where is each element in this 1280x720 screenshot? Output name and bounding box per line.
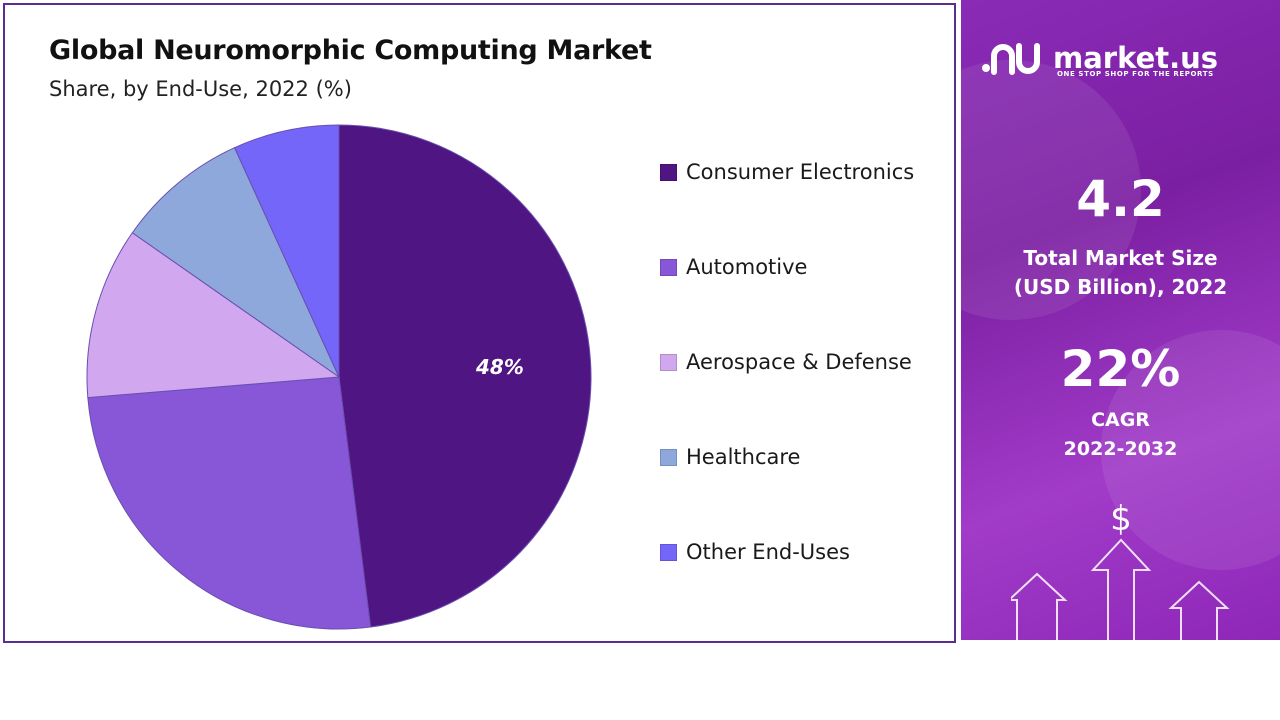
legend-item: Automotive <box>660 250 807 284</box>
growth-arrows-icon: $ <box>1011 499 1230 640</box>
pie-chart: 48% <box>86 124 592 630</box>
chart-card: Global Neuromorphic Computing Market Sha… <box>3 3 956 643</box>
market-us-logo: market.us <box>981 38 1218 78</box>
chart-title: Global Neuromorphic Computing Market <box>49 35 652 66</box>
background-decoration <box>1101 330 1280 570</box>
legend-swatch <box>660 353 677 371</box>
market-summary-panel: market.us ONE STOP SHOP FOR THE REPORTS … <box>961 0 1280 640</box>
dollar-icon: $ <box>1110 499 1132 539</box>
legend-swatch <box>660 163 677 181</box>
pie-slice-healthcare <box>131 146 341 379</box>
legend-label: Consumer Electronics <box>686 160 915 184</box>
legend-item: Consumer Electronics <box>660 155 914 189</box>
legend-label: Automotive <box>686 255 808 279</box>
logo-tagline: ONE STOP SHOP FOR THE REPORTS <box>1057 70 1214 78</box>
pie-slice-aerospace-defense <box>86 232 341 399</box>
legend-swatch <box>660 258 677 276</box>
pie-slice-automotive <box>87 376 372 630</box>
market-size-label-line1: Total Market Size <box>1023 246 1218 270</box>
pie-data-label: 48% <box>475 355 524 379</box>
cagr-label: CAGR <box>1091 409 1150 431</box>
legend-swatch <box>660 543 677 561</box>
legend-swatch <box>660 448 677 466</box>
legend-item: Other End-Uses <box>660 535 850 569</box>
pie-slice-consumer-electronics <box>338 124 592 628</box>
legend-label: Healthcare <box>686 445 801 469</box>
cagr-value: 22% <box>1060 340 1181 398</box>
cagr-period: 2022-2032 <box>1063 438 1178 460</box>
legend-item: Healthcare <box>660 440 800 474</box>
logo-mark-icon <box>982 43 1040 75</box>
market-size-label-line2: (USD Billion), 2022 <box>1013 275 1228 299</box>
logo-text: market.us <box>1053 40 1219 75</box>
market-size-value: 4.2 <box>1076 170 1165 228</box>
legend-item: Aerospace & Defense <box>660 345 912 379</box>
chart-subtitle: Share, by End-Use, 2022 (%) <box>49 77 352 101</box>
pie-slice-other-end-uses <box>233 124 340 378</box>
legend-label: Aerospace & Defense <box>686 350 912 374</box>
legend-label: Other End-Uses <box>686 540 850 564</box>
